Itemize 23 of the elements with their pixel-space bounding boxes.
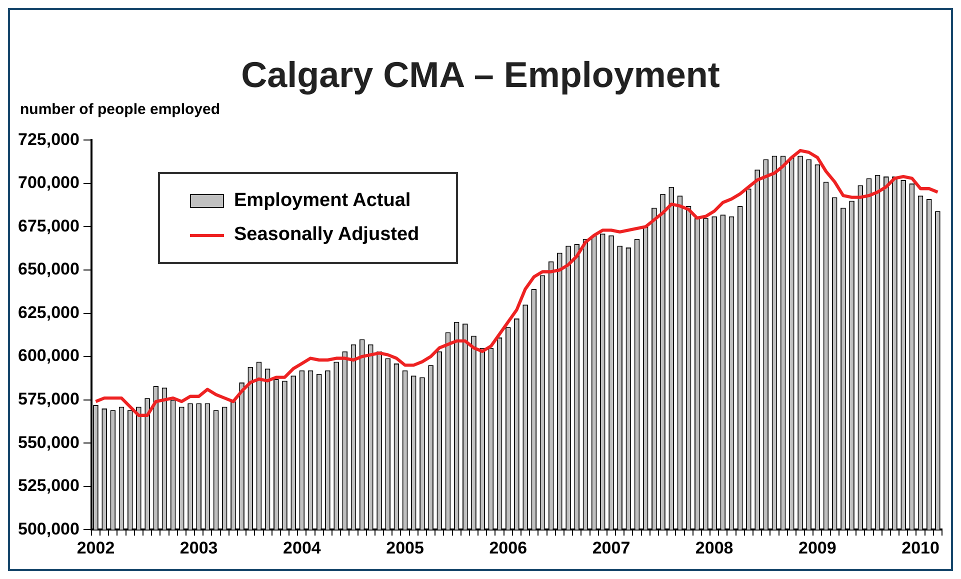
y-tick-label: 700,000 xyxy=(18,173,80,192)
y-tick-label: 575,000 xyxy=(18,389,80,408)
y-axis-title: number of people employed xyxy=(20,101,220,118)
y-tick-label: 625,000 xyxy=(18,302,80,322)
y-tick-label: 550,000 xyxy=(18,432,80,452)
x-tick-label: 2008 xyxy=(695,538,734,558)
y-tick-label: 600,000 xyxy=(18,346,80,366)
x-tick-label: 2005 xyxy=(386,538,424,558)
x-tick-label: 2002 xyxy=(76,538,115,558)
legend-label: Employment Actual xyxy=(234,190,411,212)
y-tick-label: 650,000 xyxy=(18,260,80,279)
legend-label: Seasonally Adjusted xyxy=(234,224,420,246)
x-tick-label: 2006 xyxy=(489,538,528,558)
y-tick-label: 675,000 xyxy=(18,216,80,236)
x-tick-label: 2003 xyxy=(180,538,218,558)
y-tick-label: 525,000 xyxy=(18,476,80,496)
x-tick-label: 2009 xyxy=(798,538,836,558)
y-tick-label: 725,000 xyxy=(18,130,80,149)
chart-title: Calgary CMA – Employment xyxy=(240,54,721,96)
x-tick-label: 2004 xyxy=(283,538,322,558)
y-tick-label: 500,000 xyxy=(18,519,80,538)
x-tick-label: 2007 xyxy=(592,538,630,558)
x-tick-label: 2010 xyxy=(902,538,940,558)
